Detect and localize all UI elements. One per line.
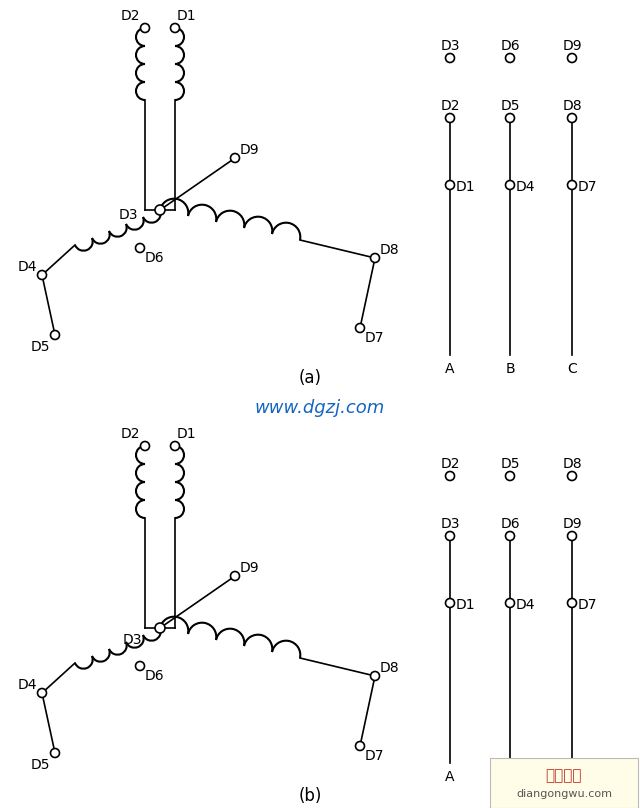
Bar bbox=[490, 758, 638, 808]
Circle shape bbox=[568, 53, 577, 62]
Text: D1: D1 bbox=[177, 427, 196, 441]
Circle shape bbox=[230, 154, 239, 162]
Circle shape bbox=[506, 180, 515, 190]
Circle shape bbox=[136, 243, 145, 252]
Text: D8: D8 bbox=[562, 99, 582, 113]
Text: D5: D5 bbox=[31, 758, 50, 772]
Text: D6: D6 bbox=[500, 39, 520, 53]
Circle shape bbox=[38, 688, 47, 697]
Text: D7: D7 bbox=[365, 331, 385, 345]
Text: D7: D7 bbox=[365, 749, 385, 763]
Text: C: C bbox=[567, 362, 577, 376]
Text: www.dgzj.com: www.dgzj.com bbox=[255, 399, 385, 417]
Text: D9: D9 bbox=[562, 517, 582, 531]
Text: D4: D4 bbox=[17, 678, 37, 692]
Text: D2: D2 bbox=[120, 9, 140, 23]
Circle shape bbox=[445, 113, 454, 123]
Circle shape bbox=[506, 53, 515, 62]
Text: diangongwu.com: diangongwu.com bbox=[516, 789, 612, 799]
Text: D5: D5 bbox=[500, 457, 520, 471]
Circle shape bbox=[230, 571, 239, 580]
Circle shape bbox=[38, 271, 47, 280]
Circle shape bbox=[155, 623, 165, 633]
Circle shape bbox=[445, 532, 454, 541]
Circle shape bbox=[445, 53, 454, 62]
Circle shape bbox=[141, 23, 150, 32]
Text: D2: D2 bbox=[120, 427, 140, 441]
Circle shape bbox=[445, 180, 454, 190]
Text: D3: D3 bbox=[118, 208, 138, 222]
Text: D9: D9 bbox=[562, 39, 582, 53]
Text: D6: D6 bbox=[145, 251, 164, 265]
Text: D5: D5 bbox=[500, 99, 520, 113]
Circle shape bbox=[506, 472, 515, 481]
Text: D6: D6 bbox=[145, 669, 164, 683]
Circle shape bbox=[355, 742, 365, 751]
Text: D2: D2 bbox=[440, 99, 460, 113]
Circle shape bbox=[51, 748, 60, 758]
Text: 电工之屋: 电工之屋 bbox=[546, 768, 582, 783]
Text: D3: D3 bbox=[440, 517, 460, 531]
Text: B: B bbox=[505, 362, 515, 376]
Circle shape bbox=[506, 113, 515, 123]
Text: D1: D1 bbox=[456, 598, 476, 612]
Text: C: C bbox=[567, 770, 577, 784]
Text: D7: D7 bbox=[578, 598, 598, 612]
Circle shape bbox=[568, 532, 577, 541]
Circle shape bbox=[170, 441, 179, 451]
Text: D4: D4 bbox=[516, 598, 536, 612]
Circle shape bbox=[51, 330, 60, 339]
Circle shape bbox=[568, 472, 577, 481]
Circle shape bbox=[506, 532, 515, 541]
Text: D5: D5 bbox=[31, 340, 50, 354]
Circle shape bbox=[506, 599, 515, 608]
Circle shape bbox=[155, 205, 165, 215]
Text: D8: D8 bbox=[380, 661, 399, 675]
Circle shape bbox=[371, 254, 380, 263]
Text: (a): (a) bbox=[298, 369, 321, 387]
Text: D4: D4 bbox=[17, 260, 37, 274]
Circle shape bbox=[371, 671, 380, 680]
Text: (b): (b) bbox=[298, 787, 322, 805]
Text: D8: D8 bbox=[380, 243, 399, 257]
Text: B: B bbox=[505, 770, 515, 784]
Text: D2: D2 bbox=[440, 457, 460, 471]
Text: D7: D7 bbox=[578, 180, 598, 194]
Text: D1: D1 bbox=[456, 180, 476, 194]
Circle shape bbox=[568, 180, 577, 190]
Text: D6: D6 bbox=[500, 517, 520, 531]
Text: D3: D3 bbox=[122, 633, 142, 647]
Text: D9: D9 bbox=[240, 143, 260, 157]
Text: A: A bbox=[445, 770, 455, 784]
Circle shape bbox=[568, 113, 577, 123]
Text: D3: D3 bbox=[440, 39, 460, 53]
Text: D4: D4 bbox=[516, 180, 536, 194]
Circle shape bbox=[141, 441, 150, 451]
Circle shape bbox=[170, 23, 179, 32]
Circle shape bbox=[445, 599, 454, 608]
Text: D9: D9 bbox=[240, 561, 260, 575]
Circle shape bbox=[136, 662, 145, 671]
Circle shape bbox=[568, 599, 577, 608]
Text: A: A bbox=[445, 362, 455, 376]
Text: D1: D1 bbox=[177, 9, 196, 23]
Circle shape bbox=[445, 472, 454, 481]
Text: D8: D8 bbox=[562, 457, 582, 471]
Circle shape bbox=[355, 323, 365, 333]
